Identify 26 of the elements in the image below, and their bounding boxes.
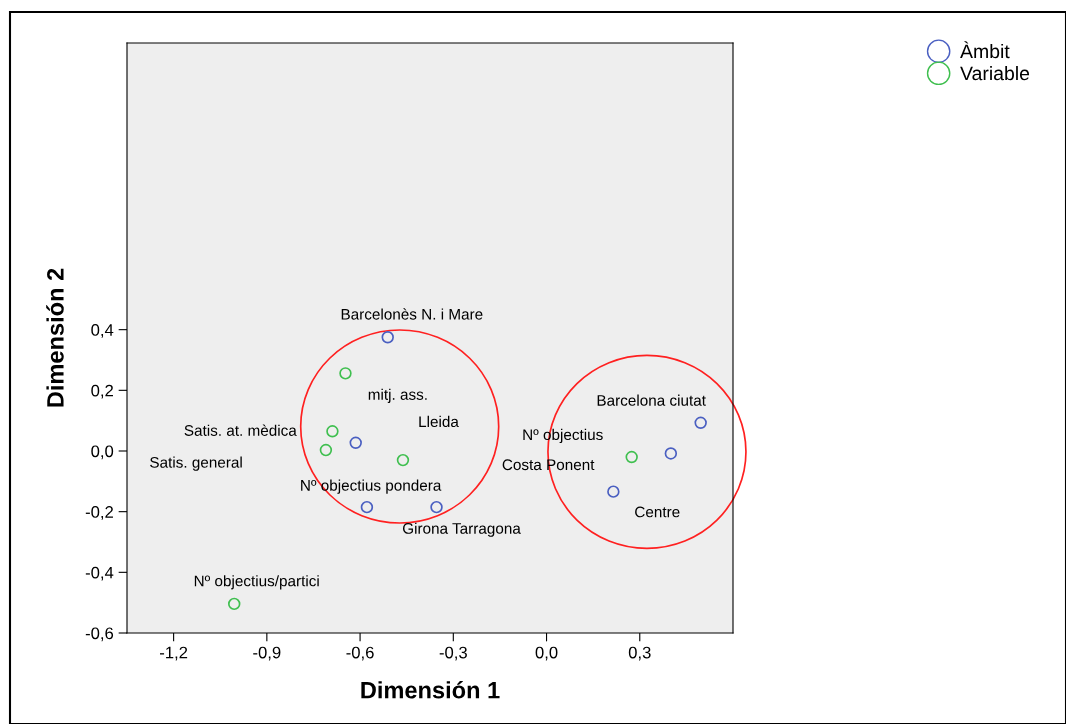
annotation: Barcelona ciutat: [597, 394, 706, 406]
annotation: Satis. at. mèdica: [184, 424, 297, 436]
annotation: Lleida: [419, 415, 459, 428]
y-tick-label: -0,2: [85, 506, 113, 520]
y-tick-label: -0,4: [85, 566, 114, 581]
annotation: Satis. general: [150, 456, 242, 471]
annotation: Nº objectius pondera: [301, 479, 442, 494]
legend-label: Àmbit: [960, 41, 1010, 59]
y-tick-label: 0,0: [91, 445, 114, 460]
x-tick-label: -0,3: [439, 646, 467, 661]
x-tick-label: -0,9: [253, 646, 281, 661]
x-tick-label: -0,6: [346, 646, 374, 661]
annotation: Girona Tarragona: [402, 522, 521, 537]
annotation: Centre: [635, 506, 680, 518]
y-tick-label: 0,2: [91, 384, 113, 399]
annotation: Nº objectius/partici: [194, 575, 319, 590]
annotation: Barcelonès N. i Mare: [341, 308, 483, 320]
y-tick-label: -0,6: [85, 627, 114, 642]
x-axis-title: Dimensión 1: [361, 680, 500, 699]
x-tick-label: 0,0: [535, 646, 558, 661]
y-axis-title: Dimensión 2: [46, 268, 64, 407]
annotation: mitj. ass.: [368, 388, 427, 403]
legend-label: Variable: [960, 65, 1030, 81]
x-tick-label: 0,3: [628, 646, 651, 661]
x-tick-label: -1,2: [160, 646, 188, 661]
y-tick-label: 0,4: [91, 324, 114, 338]
